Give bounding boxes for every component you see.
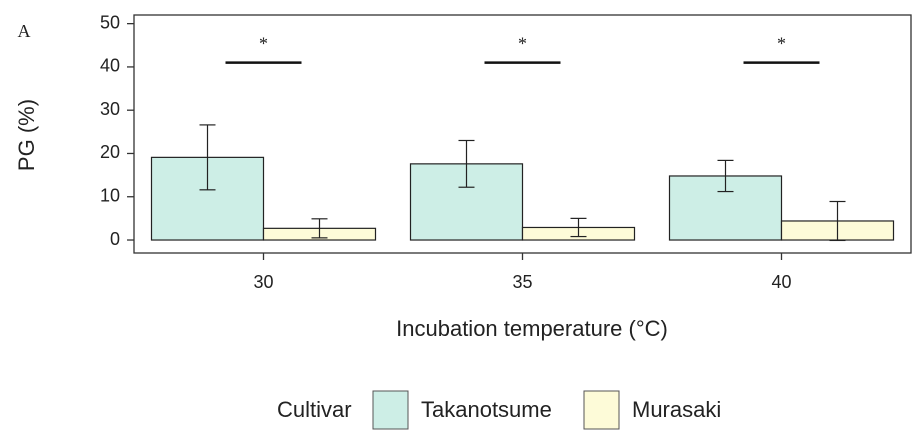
x-tick-label: 30 (253, 272, 273, 292)
error-bar (311, 218, 328, 239)
legend-label: Murasaki (632, 397, 721, 422)
error-bar (199, 124, 216, 191)
panel-label: A (18, 21, 31, 41)
significance-label: * (777, 34, 786, 54)
x-axis-label: Incubation temperature (°C) (396, 316, 668, 341)
legend-title: Cultivar (277, 397, 352, 422)
y-axis-label: PG (%) (14, 99, 39, 171)
legend-swatch (372, 390, 409, 430)
error-bar (829, 200, 846, 242)
legend-swatch (583, 390, 620, 430)
significance-label: * (518, 34, 527, 54)
error-bar (458, 139, 475, 188)
y-tick-label: 30 (100, 99, 120, 119)
legend-label: Takanotsume (421, 397, 552, 422)
significance-label: * (259, 34, 268, 54)
y-tick-label: 40 (100, 56, 120, 76)
y-tick-label: 0 (110, 229, 120, 249)
error-bar (717, 159, 734, 193)
y-tick-label: 20 (100, 142, 120, 162)
y-tick-label: 50 (100, 12, 120, 32)
x-tick-label: 35 (512, 272, 532, 292)
error-bar (570, 217, 587, 238)
x-tick-label: 40 (771, 272, 791, 292)
y-tick-label: 10 (100, 185, 120, 205)
